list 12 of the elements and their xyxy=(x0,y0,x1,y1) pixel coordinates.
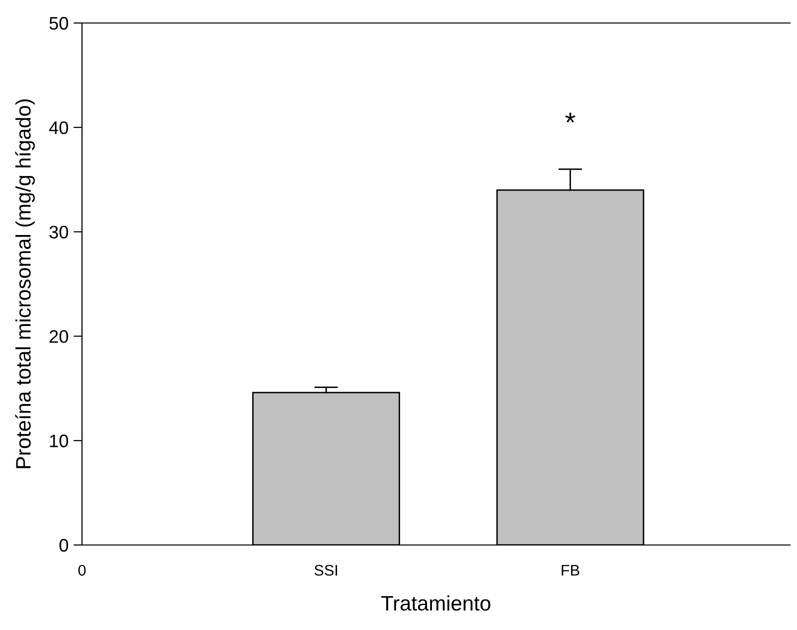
x-tick-label: SSI xyxy=(314,564,338,576)
y-tick-label: 20 xyxy=(50,330,68,343)
annotation: * xyxy=(565,112,576,123)
x-tick-label: 0 xyxy=(78,564,86,576)
y-tick-label: 30 xyxy=(49,226,68,239)
y-tick-label: 10 xyxy=(50,434,68,448)
x-axis-title: Tratamiento xyxy=(381,595,490,611)
y-tick-label: 40 xyxy=(49,121,68,134)
x-tick-label: FB xyxy=(562,565,580,576)
y-tick-label: 0 xyxy=(59,538,68,552)
y-tick-label: 50 xyxy=(49,16,68,30)
y-axis-title: Proteína total microsomal (mg/g hígado) xyxy=(15,99,35,468)
